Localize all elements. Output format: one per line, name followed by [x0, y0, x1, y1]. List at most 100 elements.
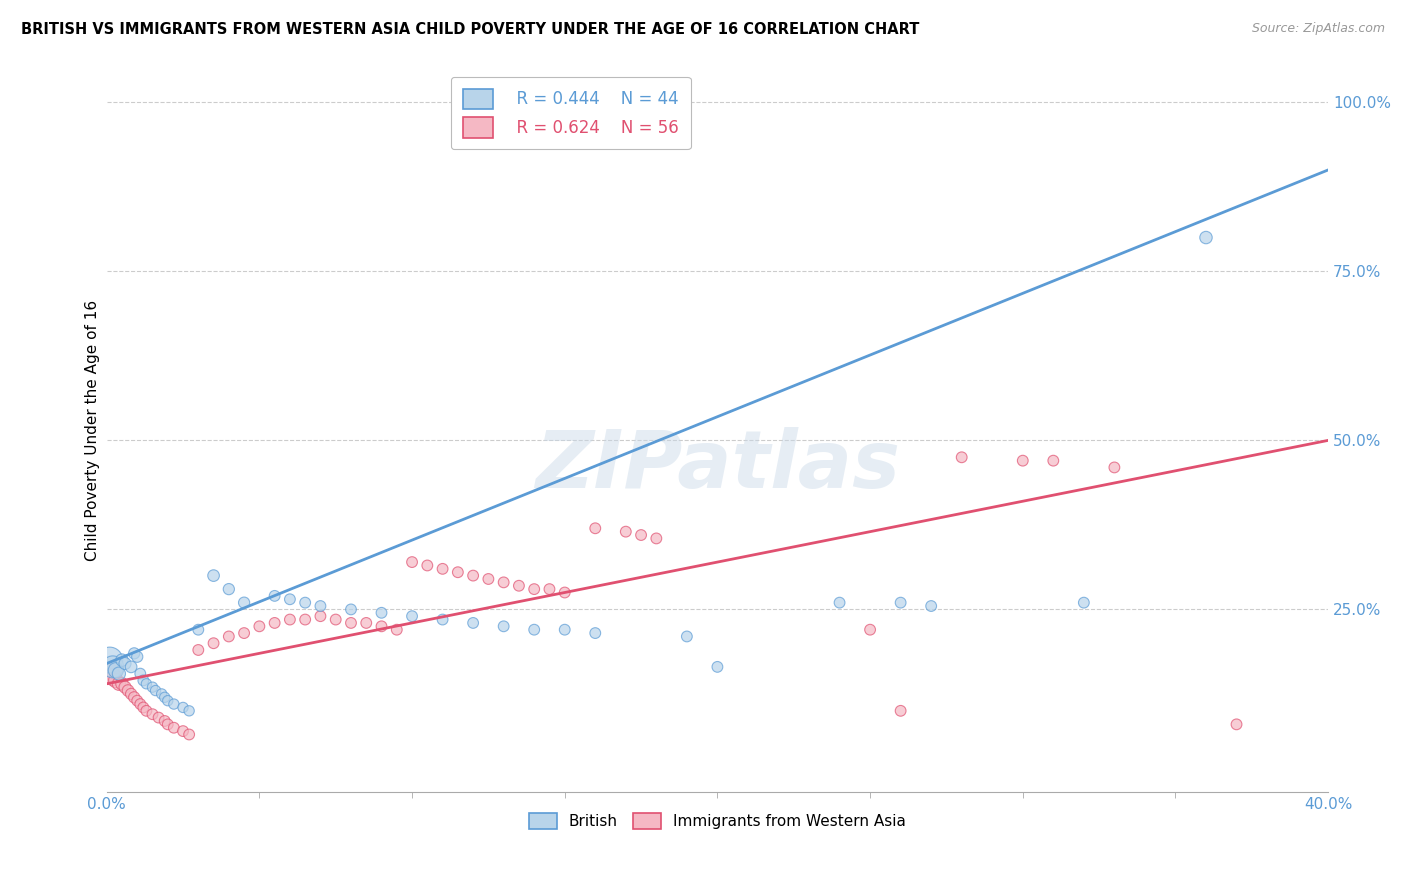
Point [153, 690, 176, 705]
Point [340, 615, 363, 630]
Point [890, 704, 912, 718]
Point [114, 680, 136, 694]
Point [278, 592, 301, 607]
Point [98, 666, 121, 681]
Point [187, 643, 209, 657]
Point [202, 568, 225, 582]
Point [129, 666, 152, 681]
Point [179, 704, 201, 718]
Point [233, 596, 256, 610]
Point [354, 615, 377, 630]
Point [127, 694, 149, 708]
Point [828, 596, 851, 610]
Point [294, 613, 316, 627]
Point [263, 615, 285, 630]
Point [492, 575, 515, 590]
Point [523, 623, 546, 637]
Point [156, 694, 179, 708]
Legend: British, Immigrants from Western Asia: British, Immigrants from Western Asia [523, 806, 912, 835]
Point [463, 568, 485, 582]
Point [1011, 453, 1033, 467]
Point [523, 582, 546, 596]
Point [278, 613, 301, 627]
Point [890, 596, 912, 610]
Point [111, 653, 134, 667]
Point [706, 660, 728, 674]
Point [104, 673, 127, 688]
Point [583, 626, 606, 640]
Point [104, 663, 127, 677]
Point [325, 613, 347, 627]
Point [187, 623, 209, 637]
Point [98, 653, 121, 667]
Point [150, 687, 173, 701]
Point [145, 683, 167, 698]
Point [263, 589, 285, 603]
Point [101, 660, 124, 674]
Point [129, 697, 152, 711]
Point [141, 680, 163, 694]
Point [309, 609, 332, 624]
Point [122, 690, 145, 705]
Y-axis label: Child Poverty Under the Age of 16: Child Poverty Under the Age of 16 [86, 300, 100, 561]
Point [108, 666, 131, 681]
Point [1195, 230, 1218, 244]
Point [218, 630, 240, 644]
Point [920, 599, 942, 613]
Point [114, 657, 136, 671]
Point [120, 660, 142, 674]
Point [370, 619, 392, 633]
Point [630, 528, 652, 542]
Point [127, 649, 149, 664]
Point [1104, 460, 1126, 475]
Point [416, 558, 439, 573]
Point [554, 623, 576, 637]
Point [401, 609, 423, 624]
Point [233, 626, 256, 640]
Point [676, 630, 699, 644]
Point [156, 717, 179, 731]
Point [447, 566, 470, 580]
Point [432, 613, 454, 627]
Point [218, 582, 240, 596]
Text: BRITISH VS IMMIGRANTS FROM WESTERN ASIA CHILD POVERTY UNDER THE AGE OF 16 CORREL: BRITISH VS IMMIGRANTS FROM WESTERN ASIA … [21, 22, 920, 37]
Point [135, 704, 157, 718]
Point [492, 619, 515, 633]
Point [385, 623, 408, 637]
Point [122, 646, 145, 660]
Point [163, 721, 186, 735]
Point [141, 707, 163, 722]
Point [294, 596, 316, 610]
Point [111, 677, 134, 691]
Point [432, 562, 454, 576]
Point [508, 579, 530, 593]
Point [1042, 453, 1064, 467]
Point [950, 450, 973, 465]
Point [859, 623, 882, 637]
Point [108, 677, 131, 691]
Point [153, 714, 176, 728]
Point [247, 619, 270, 633]
Point [135, 677, 157, 691]
Point [477, 572, 499, 586]
Point [202, 636, 225, 650]
Point [401, 555, 423, 569]
Point [163, 697, 186, 711]
Point [370, 606, 392, 620]
Point [172, 700, 194, 714]
Point [101, 670, 124, 684]
Point [614, 524, 637, 539]
Text: Source: ZipAtlas.com: Source: ZipAtlas.com [1251, 22, 1385, 36]
Point [148, 710, 170, 724]
Point [583, 521, 606, 535]
Point [1073, 596, 1095, 610]
Point [554, 585, 576, 599]
Text: ZIPatlas: ZIPatlas [534, 427, 900, 506]
Point [463, 615, 485, 630]
Point [120, 687, 142, 701]
Point [132, 673, 155, 688]
Point [179, 727, 201, 741]
Point [340, 602, 363, 616]
Point [172, 724, 194, 739]
Point [1225, 717, 1247, 731]
